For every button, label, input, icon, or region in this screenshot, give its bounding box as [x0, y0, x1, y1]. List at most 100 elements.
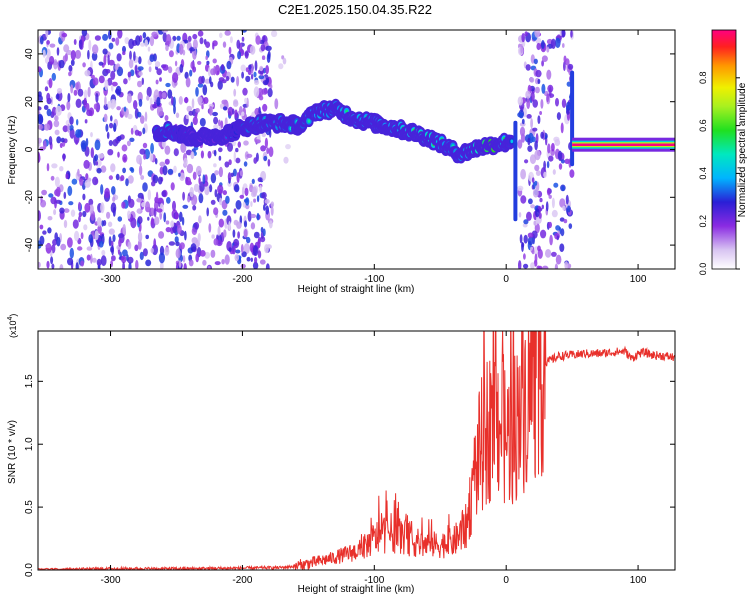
noise-speckle	[45, 30, 49, 38]
noise-speckle	[149, 54, 155, 62]
noise-speckle	[94, 139, 101, 151]
noise-speckle	[556, 235, 559, 241]
noise-speckle	[188, 259, 194, 267]
noise-speckle	[541, 40, 545, 49]
noise-speckle	[134, 244, 139, 252]
noise-speckle	[140, 115, 145, 124]
noise-speckle	[111, 186, 116, 195]
noise-speckle	[68, 65, 73, 72]
noise-speckle	[84, 179, 91, 188]
noise-speckle	[39, 235, 45, 246]
noise-speckle	[86, 109, 93, 117]
noise-speckle	[81, 30, 88, 37]
noise-speckle	[218, 119, 221, 127]
noise-speckle	[561, 30, 566, 38]
noise-speckle	[140, 175, 145, 180]
spectrogram-noise	[38, 30, 575, 269]
noise-speckle	[213, 65, 216, 76]
noise-speckle	[213, 238, 219, 246]
noise-speckle	[92, 44, 99, 55]
noise-speckle	[217, 226, 221, 236]
noise-speckle	[146, 86, 152, 98]
noise-speckle	[98, 75, 105, 84]
noise-speckle	[176, 35, 181, 41]
noise-speckle	[152, 104, 158, 109]
noise-speckle	[250, 201, 253, 207]
noise-speckle	[569, 169, 575, 178]
noise-speckle	[170, 220, 175, 228]
noise-speckle	[227, 172, 232, 182]
noise-speckle	[145, 259, 152, 267]
noise-speckle	[236, 76, 240, 87]
x-tick-label: -100	[364, 274, 384, 285]
noise-speckle	[531, 177, 535, 184]
noise-speckle	[240, 244, 244, 254]
noise-speckle	[555, 37, 561, 48]
noise-speckle	[107, 221, 113, 228]
noise-speckle	[559, 217, 565, 222]
noise-speckle	[181, 216, 185, 226]
noise-speckle	[254, 60, 258, 72]
noise-speckle	[127, 71, 132, 78]
noise-speckle	[225, 195, 230, 204]
noise-speckle	[188, 110, 194, 116]
noise-speckle	[193, 222, 200, 230]
y-tick-label: -20	[24, 190, 35, 205]
noise-speckle	[254, 139, 261, 144]
noise-speckle	[156, 96, 161, 107]
noise-speckle	[45, 244, 51, 248]
noise-speckle	[195, 165, 202, 176]
noise-speckle	[183, 263, 187, 269]
noise-speckle	[69, 128, 75, 139]
noise-speckle	[532, 99, 538, 108]
noise-speckle	[38, 124, 43, 130]
boundary-streak	[513, 120, 518, 222]
noise-speckle	[528, 198, 533, 205]
noise-speckle	[554, 263, 558, 269]
noise-speckle	[90, 147, 95, 159]
noise-speckle	[246, 256, 251, 262]
noise-speckle	[133, 100, 138, 110]
noise-speckle	[78, 39, 83, 50]
noise-speckle	[270, 201, 275, 208]
noise-speckle	[199, 117, 206, 127]
noise-speckle	[246, 153, 253, 158]
noise-speckle	[63, 138, 68, 144]
noise-speckle	[274, 98, 279, 110]
noise-speckle	[228, 159, 232, 166]
noise-speckle	[264, 244, 269, 254]
noise-speckle	[47, 216, 53, 221]
noise-speckle	[199, 181, 205, 192]
noise-speckle	[98, 241, 104, 248]
noise-speckle	[77, 88, 84, 97]
noise-speckle	[208, 223, 212, 233]
noise-speckle	[137, 216, 143, 225]
noise-speckle	[247, 69, 252, 76]
noise-speckle	[563, 219, 568, 224]
x-tick-label: 100	[630, 274, 647, 285]
noise-speckle	[117, 30, 123, 39]
noise-speckle	[138, 71, 143, 76]
y-tick-label: -40	[24, 237, 35, 252]
y-tick-label: 0	[24, 146, 35, 152]
noise-speckle	[153, 207, 157, 218]
noise-speckle	[227, 181, 232, 187]
x-tick-label: -300	[101, 274, 121, 285]
x-tick-label: 100	[630, 575, 647, 586]
noise-speckle	[541, 55, 548, 62]
noise-speckle	[74, 230, 80, 242]
noise-speckle	[261, 132, 266, 138]
noise-speckle	[122, 167, 126, 174]
noise-speckle	[75, 129, 82, 138]
top-x-ticks: -300 -200 -100 0 100	[101, 30, 647, 285]
noise-speckle	[285, 144, 291, 150]
noise-speckle	[118, 238, 122, 247]
noise-speckle	[208, 106, 213, 116]
noise-speckle	[214, 170, 220, 176]
noise-speckle	[155, 191, 159, 203]
noise-speckle	[559, 198, 566, 208]
noise-speckle	[58, 59, 65, 69]
noise-speckle	[164, 158, 170, 165]
noise-speckle	[174, 60, 178, 67]
noise-speckle	[260, 226, 264, 233]
